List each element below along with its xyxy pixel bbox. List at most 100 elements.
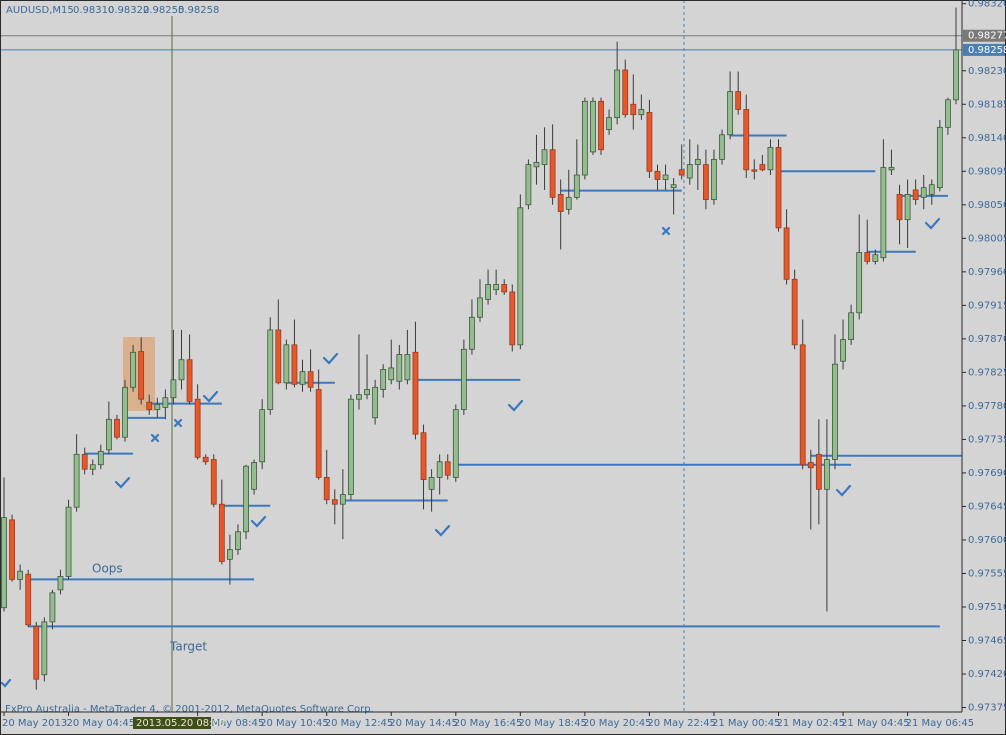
- candle-body: [17, 570, 24, 580]
- candle-body: [751, 169, 758, 172]
- y-tick-label: 0.98230: [968, 66, 1006, 77]
- price-label: 0.98277: [968, 31, 1006, 42]
- annotation: Target: [169, 640, 207, 654]
- candle-body: [670, 184, 677, 189]
- candle-body: [57, 576, 64, 591]
- candle-body: [162, 397, 169, 408]
- x-tick-label: 20 May 12:45: [325, 718, 394, 729]
- candle-body: [614, 69, 621, 119]
- candle-body: [73, 453, 80, 508]
- candle-body: [33, 625, 40, 680]
- check-mark: [924, 217, 941, 230]
- candle-body: [477, 297, 483, 318]
- y-tick-label: 0.97510: [968, 602, 1006, 613]
- candle-body: [565, 196, 572, 210]
- check-mark: [434, 524, 451, 537]
- candle-body: [622, 69, 629, 116]
- crosshair-label: 2013.05.20 08:00: [136, 718, 225, 729]
- x-tick-label: 20 May 2013: [2, 718, 67, 729]
- y-tick-label: 0.97735: [968, 434, 1006, 445]
- y-tick-label: 0.97375: [968, 703, 1006, 714]
- candle-body: [686, 164, 693, 179]
- candle-body: [372, 386, 379, 419]
- candle-body: [743, 109, 750, 171]
- candle-body: [25, 573, 32, 626]
- price-label-box: [963, 43, 1005, 56]
- x-tick-label: 20 May 10:45: [260, 718, 329, 729]
- candle-body: [654, 170, 661, 180]
- candle-body: [493, 284, 500, 291]
- candle-body: [735, 91, 742, 110]
- candle-body: [888, 167, 895, 171]
- candle-body: [606, 117, 612, 130]
- candle-body: [130, 351, 136, 388]
- check-mark: [835, 484, 852, 497]
- candle-body: [275, 329, 282, 384]
- check-mark: [322, 352, 339, 365]
- candle-body: [702, 164, 709, 200]
- candle-body: [719, 134, 725, 160]
- candle-body: [41, 621, 48, 676]
- candle-body: [436, 461, 443, 478]
- candle-body: [170, 379, 177, 399]
- candle-body: [824, 459, 830, 490]
- candle-body: [598, 100, 604, 151]
- y-tick-label: 0.97960: [968, 267, 1006, 278]
- x-tick-label: 20 May 08:45: [196, 718, 265, 729]
- y-tick-label: 0.98050: [968, 200, 1006, 211]
- candle-body: [848, 312, 855, 341]
- y-tick-label: 0.97780: [968, 401, 1006, 412]
- candle-body: [945, 99, 951, 128]
- x-mark: [661, 226, 671, 236]
- candle-body: [412, 351, 419, 435]
- candle-body: [646, 112, 653, 172]
- price-label: 0.98258: [968, 45, 1006, 56]
- candle-body: [243, 465, 249, 533]
- quote-high: 0.98322: [108, 5, 149, 16]
- y-tick-label: 0.97645: [968, 501, 1006, 512]
- candle-body: [251, 462, 258, 490]
- candle-body: [1, 517, 7, 609]
- y-tick-label: 0.97600: [968, 535, 1006, 546]
- candle-body: [485, 284, 491, 300]
- check-mark: [0, 678, 12, 688]
- candle-body: [291, 344, 298, 385]
- candle-body: [775, 147, 782, 229]
- x-mark: [173, 418, 183, 428]
- y-tick-label: 0.98005: [968, 233, 1006, 244]
- candle-body: [525, 164, 532, 206]
- candle-body: [154, 404, 161, 411]
- candle-body: [122, 386, 128, 438]
- crosshair-label-box: [133, 717, 211, 729]
- check-mark: [507, 399, 524, 412]
- candle-body: [832, 363, 838, 460]
- candle-body: [283, 344, 290, 384]
- candle-body: [630, 103, 637, 116]
- x-tick-label: 20 May 18:45: [518, 718, 587, 729]
- candle-body: [694, 158, 701, 165]
- candle-body: [388, 367, 395, 381]
- candle-body: [638, 109, 645, 116]
- candle-body: [590, 100, 596, 153]
- candle-body: [202, 456, 209, 463]
- candle-body: [864, 252, 871, 262]
- candle-body: [557, 193, 564, 212]
- y-tick-label: 0.97465: [968, 636, 1006, 647]
- candle-body: [323, 476, 330, 501]
- candle-body: [767, 147, 774, 171]
- candle-body: [573, 174, 580, 198]
- x-mark: [150, 433, 160, 443]
- candle-body: [315, 389, 322, 478]
- candle-body: [501, 284, 508, 293]
- candle-body: [428, 476, 435, 490]
- x-tick-label: 20 May 04:45: [67, 718, 136, 729]
- y-tick-label: 0.98140: [968, 133, 1006, 144]
- candle-body: [444, 461, 451, 476]
- candle-body: [460, 348, 467, 411]
- y-tick-label: 0.97690: [968, 468, 1006, 479]
- y-tick-label: 0.97420: [968, 669, 1006, 680]
- candle-body: [840, 339, 846, 362]
- y-tick-label: 0.98095: [968, 166, 1006, 177]
- candle-body: [299, 371, 306, 385]
